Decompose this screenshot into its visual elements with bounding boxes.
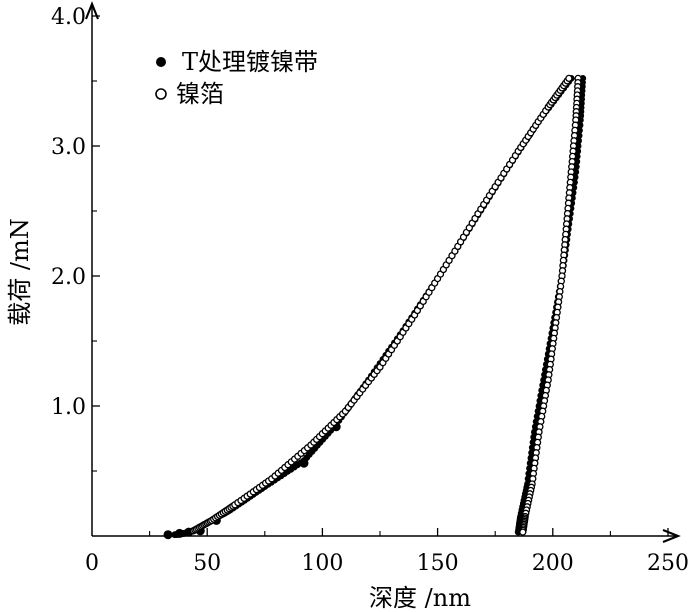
x-ticks: 0 50 100 150 200 250 [85, 528, 689, 576]
x-tick-label: 100 [301, 551, 343, 576]
y-tick-label: 3.0 [51, 135, 86, 160]
series-1 [189, 74, 582, 536]
x-tick-label: 250 [647, 551, 689, 576]
x-tick-label: 150 [417, 551, 459, 576]
y-tick-label: 1.0 [51, 395, 86, 420]
y-axis-label: 载荷 /mN [6, 218, 34, 325]
legend-marker-open [155, 88, 167, 100]
legend-marker-filled [156, 57, 166, 67]
legend: T处理镀镍带 镍箔 [155, 48, 318, 108]
data-point [519, 528, 527, 536]
data-point [163, 530, 173, 540]
data-point [299, 458, 309, 468]
y-ticks: 1.0 2.0 3.0 4.0 [51, 5, 100, 472]
series-layer [163, 74, 587, 540]
legend-label-series-0: T处理镀镍带 [182, 48, 318, 76]
data-point [175, 528, 185, 538]
y-tick-label: 2.0 [51, 265, 86, 290]
x-axis-label: 深度 /nm [369, 584, 471, 612]
y-tick-label: 4.0 [51, 5, 86, 30]
data-point [565, 74, 573, 83]
legend-label-series-1: 镍箔 [176, 80, 224, 108]
x-tick-label: 200 [532, 551, 574, 576]
x-tick-label: 50 [193, 551, 221, 576]
x-tick-label: 0 [85, 551, 99, 576]
